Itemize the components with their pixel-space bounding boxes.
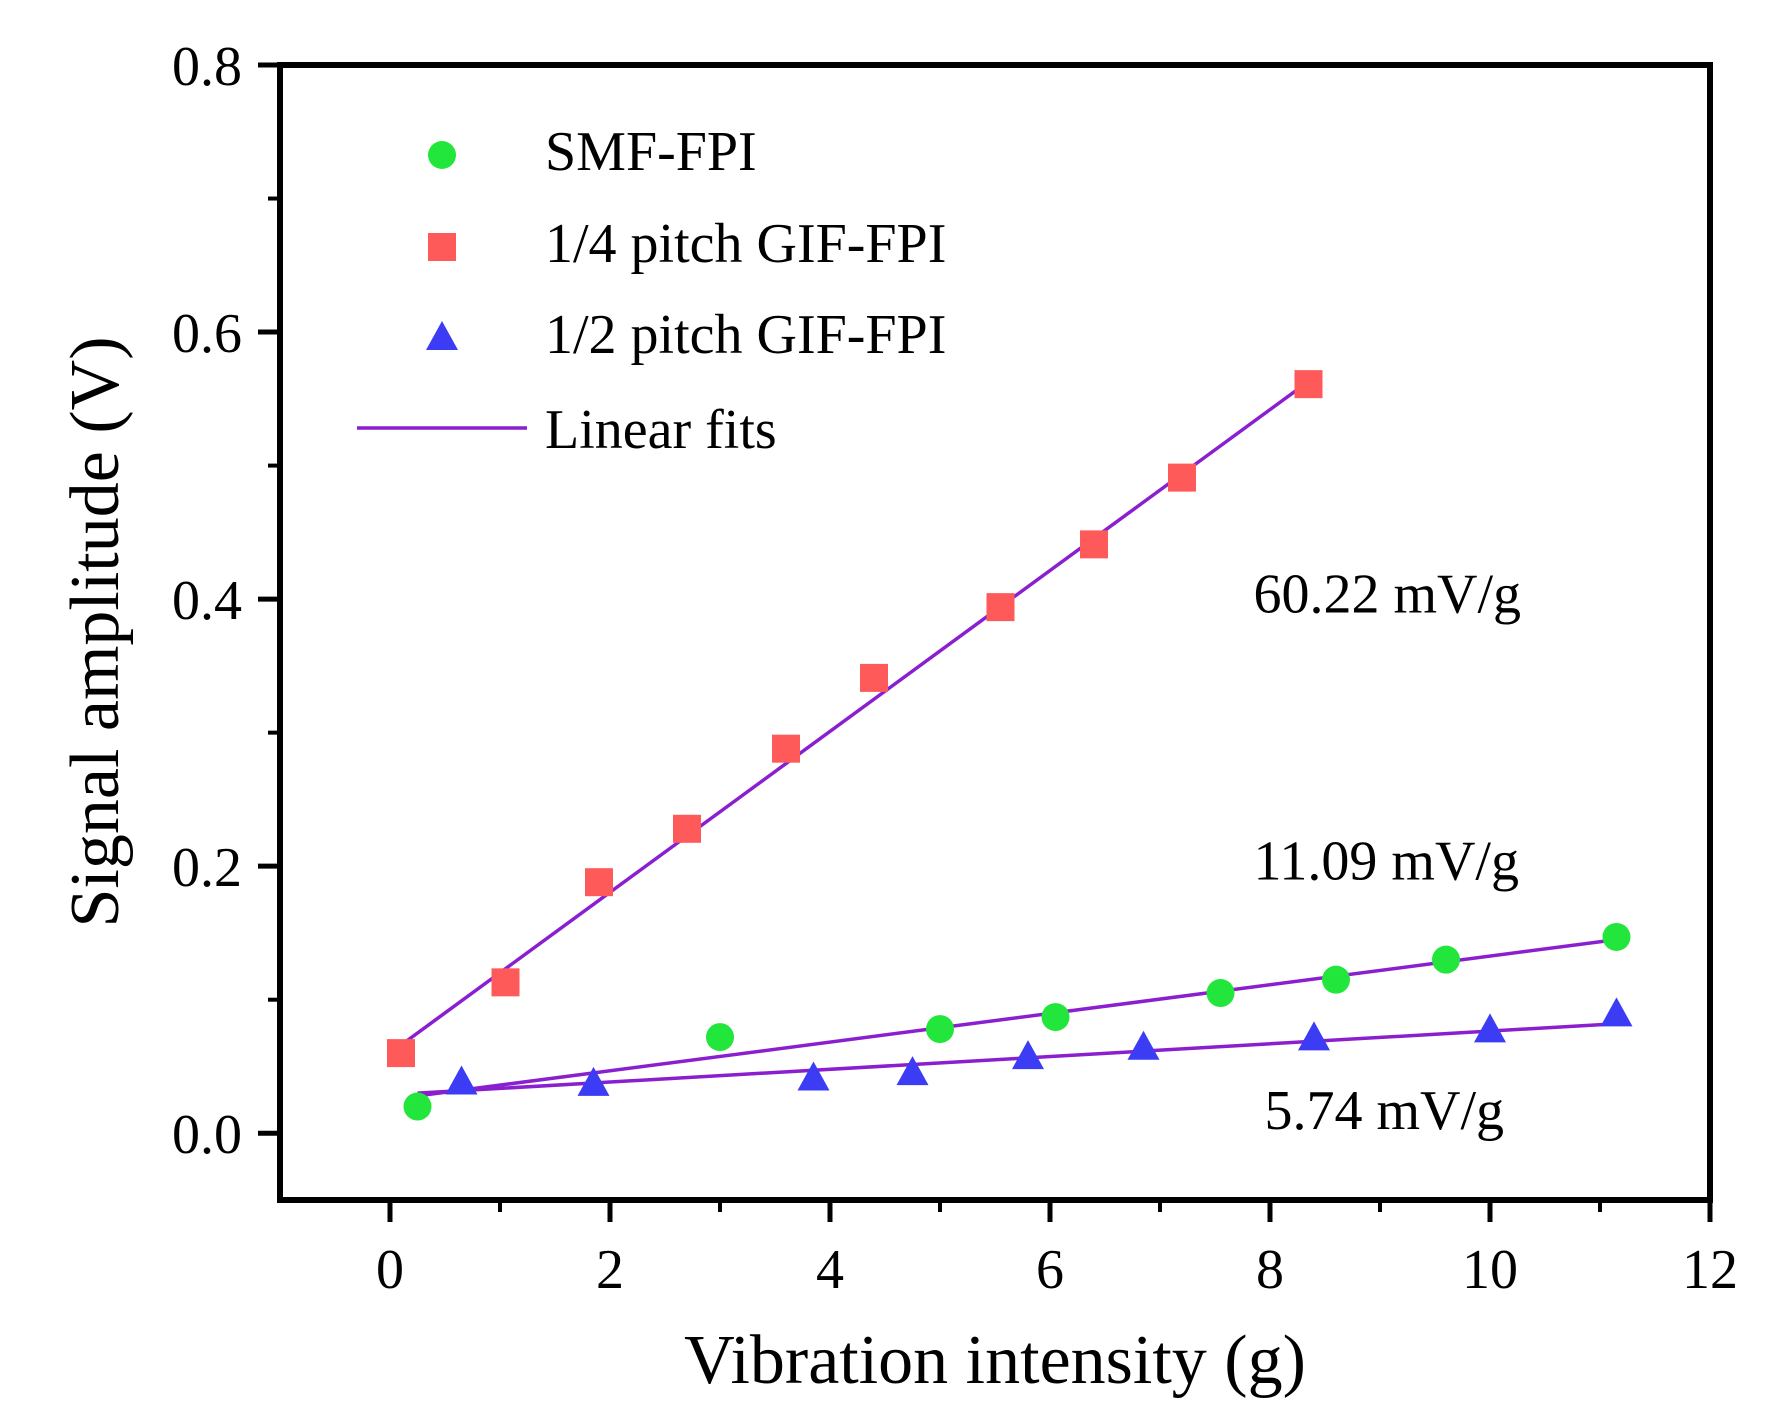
data-point [1322,965,1350,994]
fit-line [417,1021,1617,1095]
data-point [491,968,520,997]
legend-marker [428,141,456,169]
legend-item-linear-fits: Linear fits [357,399,777,461]
data-point [860,663,888,692]
data-point [1600,997,1633,1027]
data-point [1012,1040,1044,1070]
data-point [387,1039,415,1068]
legend-item-half-pitch: 1/2 pitch GIF-FPI [426,304,946,366]
data-point [1474,1013,1506,1043]
legend-marker [426,321,458,350]
data-point [706,1023,734,1052]
data-point [577,1066,610,1096]
fit-line [417,937,1617,1098]
fit-line [399,380,1310,1047]
data-point [1432,945,1460,974]
legend: SMF-FPI 1/4 pitch GIF-FPI 1/2 pitch GIF-… [357,121,946,461]
x-tick-label: 12 [1682,1239,1738,1301]
y-tick-label: 0.8 [172,36,242,98]
slope-annotations: 60.22 mV/g 11.09 mV/g 5.74 mV/g [1254,563,1522,1142]
data-point [926,1015,954,1044]
data-point [673,814,701,843]
data-point [896,1056,929,1086]
data-point [986,593,1015,622]
data-points [387,370,1633,1121]
data-point [1168,463,1196,492]
data-point [585,868,613,897]
slope-label-half-pitch: 5.74 mV/g [1265,1080,1505,1142]
fit-lines [399,380,1617,1098]
legend-label-quarter-pitch: 1/4 pitch GIF-FPI [545,213,946,275]
y-tick-label: 0.2 [172,837,242,899]
data-point [1294,370,1323,399]
legend-marker [428,233,456,261]
legend-label-linear-fits: Linear fits [545,399,777,461]
data-point [403,1092,432,1121]
legend-label-smf-fpi: SMF-FPI [545,121,757,183]
x-tick-label: 0 [376,1239,404,1301]
x-tick-label: 4 [816,1239,844,1301]
data-point [772,734,800,763]
slope-label-quarter-pitch: 60.22 mV/g [1254,563,1522,625]
x-tick-label: 6 [1036,1239,1064,1301]
y-tick-label: 0.4 [172,570,242,632]
y-tick-label: 0.0 [172,1104,242,1166]
y-tick-label: 0.6 [172,303,242,365]
y-axis-title: Signal amplitude (V) [57,336,134,927]
data-point [1298,1021,1330,1051]
x-tick-label: 10 [1462,1239,1518,1301]
data-point [1206,979,1235,1008]
data-point [1041,1003,1070,1032]
axis-ticks: 0 2 4 6 8 10 12 0.0 0.2 0.4 0.6 0.8 [172,36,1738,1301]
legend-label-half-pitch: 1/2 pitch GIF-FPI [545,304,946,366]
plot-frame [277,62,1713,1203]
data-point [445,1065,478,1095]
legend-item-smf-fpi: SMF-FPI [428,121,757,183]
x-axis-title: Vibration intensity (g) [684,1322,1306,1399]
legend-item-quarter-pitch: 1/4 pitch GIF-FPI [428,213,946,275]
data-point [1080,530,1108,559]
data-point [1127,1030,1160,1060]
data-point [1602,922,1631,951]
x-tick-label: 2 [596,1239,624,1301]
slope-label-smf-fpi: 11.09 mV/g [1254,831,1519,893]
x-tick-label: 8 [1256,1239,1284,1301]
data-point [797,1061,830,1091]
